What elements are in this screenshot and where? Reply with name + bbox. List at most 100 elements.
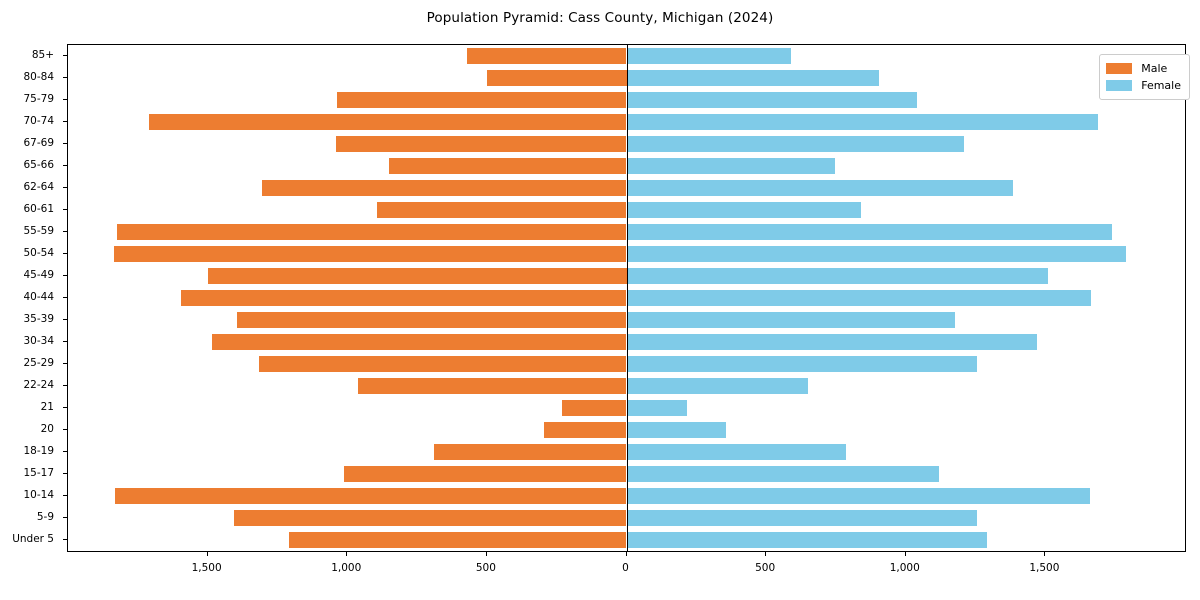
bar-female-45-49: [626, 268, 1049, 284]
bar-male-45-49: [207, 268, 627, 284]
bar-male-15-17: [344, 466, 627, 482]
y-tick-mark: [63, 451, 67, 452]
x-tick-label: 1,500: [1029, 562, 1060, 574]
y-axis: 85+ 80-84 75-79 70-74 67-69 65-66 62-64 60-61 55…: [0, 44, 67, 552]
y-tick-mark: [63, 253, 67, 254]
bar-male-75-79: [337, 92, 627, 108]
bar-female-18-19: [626, 444, 846, 460]
y-tick-mark: [63, 231, 67, 232]
y-tick-mark: [63, 495, 67, 496]
x-tick-label: 1,000: [889, 562, 920, 574]
bar-female-25-29: [626, 356, 977, 372]
legend-entry-male[interactable]: Male: [1106, 60, 1181, 77]
bar-row: [68, 114, 1185, 130]
y-tick-mark: [63, 55, 67, 56]
x-tick-label: 500: [475, 562, 496, 574]
y-tick-mark: [63, 143, 67, 144]
y-tick-label: 15-17: [23, 467, 54, 479]
y-tick-label: 25-29: [23, 357, 54, 369]
bar-female-22-24: [626, 378, 808, 394]
bar-male-under-5: [288, 532, 627, 548]
y-tick-mark: [63, 363, 67, 364]
y-tick-mark: [63, 165, 67, 166]
y-tick-label: Under 5: [12, 533, 54, 545]
bar-row: [68, 400, 1185, 416]
y-tick-label: 70-74: [23, 115, 54, 127]
bar-male-70-74: [148, 114, 627, 130]
y-tick-label: 18-19: [23, 445, 54, 457]
y-tick-mark: [63, 407, 67, 408]
y-tick-mark: [63, 121, 67, 122]
y-tick-label: 62-64: [23, 181, 54, 193]
bar-male-35-39: [236, 312, 627, 328]
bar-row: [68, 158, 1185, 174]
y-tick-mark: [63, 341, 67, 342]
bar-female-85-: [626, 48, 792, 64]
y-tick-label: 80-84: [23, 71, 54, 83]
x-tick-label: 1,500: [191, 562, 222, 574]
bar-row: [68, 356, 1185, 372]
bar-female-80-84: [626, 70, 880, 86]
bar-male-67-69: [336, 136, 627, 152]
y-tick-label: 21: [40, 401, 54, 413]
bar-row: [68, 180, 1185, 196]
plot-area: [67, 44, 1186, 552]
y-tick-mark: [63, 539, 67, 540]
y-tick-label: 60-61: [23, 203, 54, 215]
x-tick-mark: [1044, 552, 1046, 556]
y-tick-mark: [63, 473, 67, 474]
bar-row: [68, 246, 1185, 262]
x-tick-mark: [346, 552, 348, 556]
y-tick-mark: [63, 297, 67, 298]
bar-female-75-79: [626, 92, 917, 108]
bar-male-50-54: [114, 246, 627, 262]
legend-label: Male: [1141, 62, 1168, 75]
y-tick-mark: [63, 517, 67, 518]
bar-female-30-34: [626, 334, 1037, 350]
bar-male-65-66: [389, 158, 627, 174]
y-tick-label: 35-39: [23, 313, 54, 325]
y-tick-mark: [63, 319, 67, 320]
bar-female-21: [626, 400, 687, 416]
bar-row: [68, 532, 1185, 548]
bar-female-10-14: [626, 488, 1091, 504]
legend-swatch-female: [1106, 80, 1133, 91]
zero-axis-line: [626, 45, 628, 551]
y-tick-mark: [63, 99, 67, 100]
x-tick-mark: [625, 552, 627, 556]
bar-female-62-64: [626, 180, 1014, 196]
bar-male-22-24: [358, 378, 627, 394]
y-tick-label: 10-14: [23, 489, 54, 501]
bar-male-62-64: [262, 180, 627, 196]
bar-row: [68, 422, 1185, 438]
bar-female-5-9: [626, 510, 977, 526]
bar-row: [68, 466, 1185, 482]
y-tick-label: 50-54: [23, 247, 54, 259]
bar-row: [68, 510, 1185, 526]
bar-female-60-61: [626, 202, 862, 218]
x-tick-label: 500: [755, 562, 776, 574]
y-tick-label: 55-59: [23, 225, 54, 237]
bar-female-under-5: [626, 532, 987, 548]
bar-female-67-69: [626, 136, 965, 152]
y-tick-label: 67-69: [23, 137, 54, 149]
bar-male-20: [544, 422, 627, 438]
bar-row: [68, 268, 1185, 284]
bar-female-50-54: [626, 246, 1127, 262]
bar-male-40-44: [181, 290, 627, 306]
y-tick-mark: [63, 385, 67, 386]
bar-female-15-17: [626, 466, 940, 482]
chart-legend: Male Female: [1099, 54, 1190, 100]
bar-male-55-59: [116, 224, 627, 240]
bar-row: [68, 290, 1185, 306]
bar-row: [68, 202, 1185, 218]
bar-row: [68, 444, 1185, 460]
y-tick-label: 75-79: [23, 93, 54, 105]
bar-row: [68, 488, 1185, 504]
bar-male-85-: [467, 48, 627, 64]
legend-label: Female: [1141, 79, 1181, 92]
x-tick-label: 0: [622, 562, 629, 574]
bar-male-25-29: [259, 356, 627, 372]
legend-entry-female[interactable]: Female: [1106, 77, 1181, 94]
